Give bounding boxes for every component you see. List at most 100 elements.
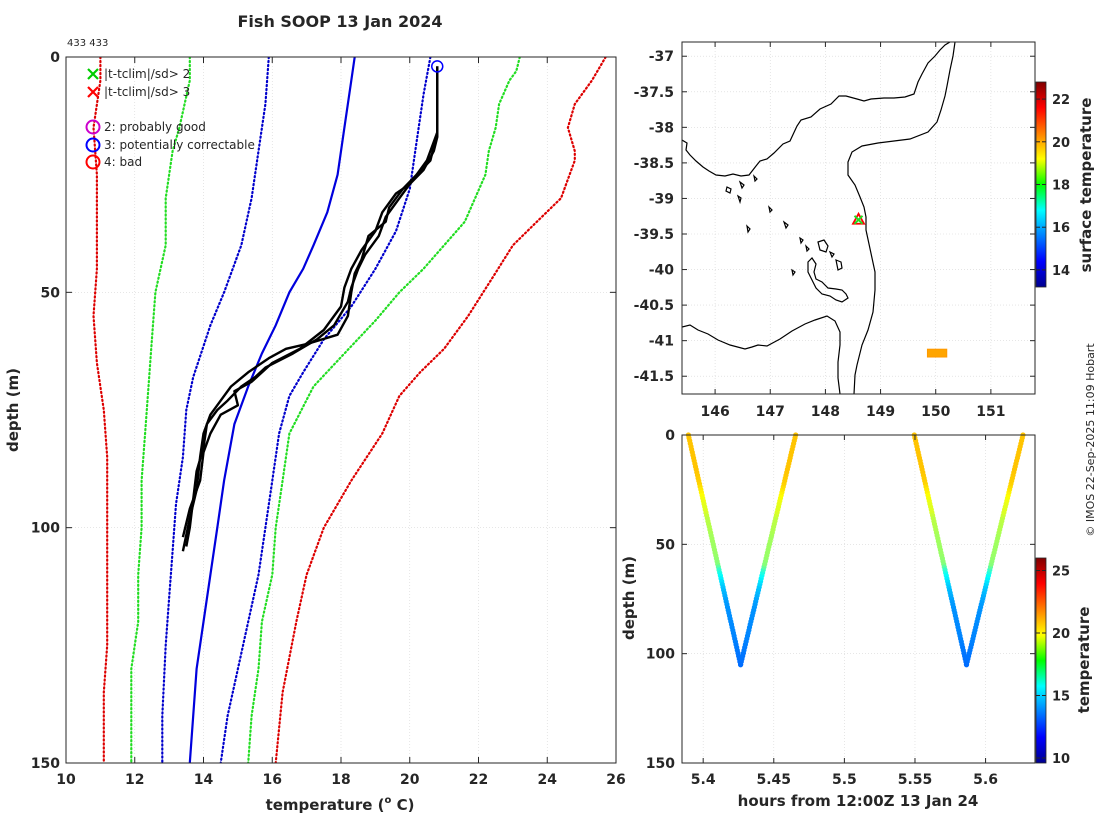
time-depth-xtick-label: 5.6 [973,772,998,788]
coastlines [682,42,956,394]
time-depth-xtick-label: 5.55 [898,772,933,788]
legend-marker-x [87,86,99,98]
map-colorbar-tick-label: 14 [1052,264,1070,279]
map-ytick-label: -39 [649,191,674,207]
map-ytick-label: -38.5 [634,156,674,172]
legend-label: 4: bad [104,155,142,169]
position-marker [851,211,866,225]
temperature-colorbar [1036,558,1046,763]
map-colorbar-ticks: 14 16 18 20 22 [1036,93,1070,279]
legend-label: |t-tclim|/sd> 2 [104,67,190,81]
profile-line [185,66,439,547]
profile-xtick-label: 26 [606,772,625,788]
profile-title: Fish SOOP 13 Jan 2024 [238,12,443,31]
time-depth-ticks: 5.4 5.45 5.5 5.55 5.6 0 50 100 150 [646,428,1035,788]
profile-ytick-label: 150 [31,756,60,772]
map-grid [682,42,1035,394]
time-depth-points [685,432,1026,668]
cast-id-label: 433 433 [67,38,108,49]
coastline-east-australia [847,42,956,394]
map-ytick-label: -40.5 [634,298,674,314]
map-xtick-label: 148 [811,404,840,420]
climatology-lines [92,57,607,763]
time-depth-panel: 5.4 5.45 5.5 5.55 5.6 0 50 100 150 hours from 12… [620,428,1093,810]
coastline-victoria [682,42,951,177]
profile-xtick-label: 16 [263,772,282,788]
climatology-mean+3sd [247,57,521,763]
bass-strait-islands [725,174,849,303]
profile-xtick-label: 24 [538,772,558,788]
temperature-colorbar-tick-label: 15 [1052,690,1070,705]
profile-xtick-label: 22 [469,772,488,788]
map-colorbar-label: surface temperature [1077,98,1095,273]
map-ytick-label: -41 [649,334,674,350]
profile-ytick-label: 0 [50,50,60,66]
legend-marker-circle [85,154,101,170]
climatology-mean [188,57,356,763]
map-ytick-label: -39.5 [634,227,674,243]
time-depth-xtick-label: 5.5 [832,772,857,788]
time-depth-xlabel: hours from 12:00Z 13 Jan 24 [738,792,979,810]
legend-marker-circle [85,119,101,135]
coastline-tasmania [682,315,841,394]
temperature-colorbar-tick-label: 20 [1052,627,1070,642]
time-depth-ytick-label: 150 [646,756,675,772]
legend-marker-circle [85,137,101,153]
credit-text: © IMOS 22-Sep-2025 11:09 Hobart [1084,343,1097,537]
profile-lines [181,66,439,552]
time-depth-axes-box [681,434,1036,764]
climatology-mean-3sd [130,57,191,763]
profile-grid [66,57,616,763]
climatology-mean+2sd [219,57,432,763]
profile-xtick-label: 20 [400,772,420,788]
profile-ytick-label: 50 [41,285,61,301]
profile-line [181,66,439,538]
time-depth-ytick-label: 0 [665,428,675,444]
profile-ytick-label: 100 [31,521,60,537]
temperature-colorbar-tick-label: 25 [1052,565,1070,580]
map-xtick-label: 151 [976,404,1005,420]
time-depth-ylabel: depth (m) [620,556,638,640]
legend-label: 3: potentially correctable [104,138,255,152]
flag-marker-correctable [431,60,444,73]
profile-xtick-label: 12 [125,772,144,788]
map-xtick-label: 150 [921,404,950,420]
map-axes-box [681,41,1036,395]
map-colorbar [1036,82,1046,287]
time-depth-ytick-label: 50 [656,537,676,553]
profile-panel: Fish SOOP 13 Jan 2024 433 433 10 12 14 16 18… [4,12,626,814]
profile-legend: |t-tclim|/sd> 2 |t-tclim|/sd> 3 2: probabl… [85,67,255,170]
temperature-colorbar-border [1035,557,1047,764]
profile-xtick-label: 18 [331,772,350,788]
temperature-colorbar-tick-label: 10 [1052,752,1070,767]
profile-ticks: 10 12 14 16 18 20 22 24 26 0 50 100 150 [31,50,626,788]
climatology-mean-2sd [161,57,270,763]
climatology-mean-4sd [92,57,109,763]
time-depth-xtick-label: 5.4 [691,772,716,788]
time-depth-ytick-label: 100 [646,647,675,663]
map-colorbar-tick-label: 20 [1052,136,1070,151]
map-ytick-label: -37.5 [634,85,674,101]
map-colorbar-tick-label: 16 [1052,221,1070,236]
profile-xlabel: temperature (o C) [266,795,415,814]
map-colorbar-tick-label: 22 [1052,93,1070,108]
map-xtick-label: 147 [756,404,785,420]
map-ytick-label: -38 [649,120,674,136]
sst-patch [926,348,948,358]
map-ticks: 146 147 148 149 150 151 -37 -37.5 -38 -38.5 -39 -39… [634,42,1035,420]
map-ytick-label: -41.5 [634,369,674,385]
temperature-colorbar-ticks: 10 15 20 25 [1036,565,1070,767]
profile-xtick-label: 10 [56,772,76,788]
temperature-colorbar-label: temperature [1075,607,1093,714]
profile-ylabel: depth (m) [4,368,22,452]
profile-xtick-label: 14 [194,772,214,788]
legend-marker-x [87,68,99,80]
map-panel: 146 147 148 149 150 151 -37 -37.5 -38 -38.5 -39 -39… [634,41,1095,420]
map-ytick-label: -37 [649,49,674,65]
map-xtick-label: 149 [866,404,895,420]
climatology-mean+4sd [274,57,607,763]
legend-label: |t-tclim|/sd> 3 [104,85,190,99]
map-xtick-label: 146 [700,404,729,420]
time-depth-xtick-label: 5.45 [757,772,792,788]
